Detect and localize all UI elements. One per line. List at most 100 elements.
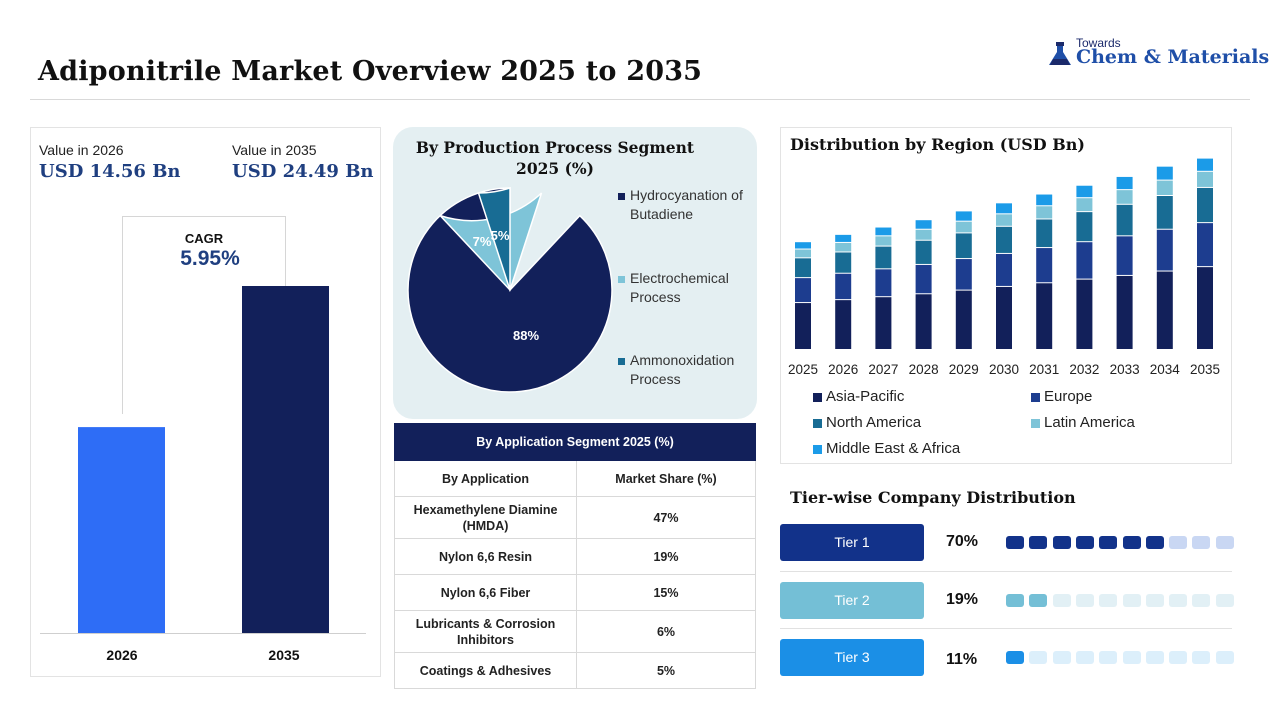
- pie-data-label: 5%: [491, 228, 510, 243]
- table-row: Nylon 6,6 Resin 19%: [394, 538, 756, 575]
- region-x-label: 2030: [989, 362, 1019, 377]
- region-bar-segment: [996, 286, 1012, 349]
- region-stacked-chart: 2025 2026 2027 2028 2029 2030 2031 2032 2033 2034…: [788, 158, 1220, 377]
- table-cell: Nylon 6,6 Resin: [394, 538, 577, 575]
- region-bar-segment: [1156, 196, 1173, 229]
- region-bar-segment: [1197, 158, 1213, 171]
- brand-logo: Towards Chem & Materials: [1046, 36, 1269, 72]
- region-x-label: 2031: [1029, 362, 1059, 377]
- region-bar-segment: [955, 259, 972, 290]
- region-x-label: 2028: [909, 362, 939, 377]
- table-row: Coatings & Adhesives 5%: [394, 652, 756, 689]
- table-row: Nylon 6,6 Fiber 15%: [394, 574, 756, 611]
- region-bar-segment: [795, 303, 811, 349]
- region-bar-segment: [1116, 275, 1133, 349]
- tier-segment: [1075, 536, 1094, 549]
- region-bar-segment: [1197, 171, 1213, 187]
- legend-swatch: [1031, 393, 1040, 402]
- table-cell: 5%: [576, 652, 756, 689]
- tier-2-percent: 19%: [946, 591, 979, 608]
- table-title: By Application Segment 2025 (%): [394, 423, 756, 461]
- region-bar-segment: [875, 227, 892, 236]
- region-bar-segment: [795, 242, 811, 249]
- tier-segment: [1006, 536, 1024, 549]
- tier-segment: [1006, 594, 1024, 607]
- tier-segment: [1215, 594, 1234, 607]
- table-row: Lubricants & Corrosion Inhibitors 6%: [394, 610, 756, 653]
- pie-legend-label: Hydrocyanation of Butadiene: [630, 187, 743, 222]
- value-2035: USD 24.49 Bn: [232, 161, 374, 182]
- legend-swatch: [1031, 419, 1040, 428]
- region-bar-segment: [875, 297, 892, 349]
- tier-segment: [1145, 651, 1164, 664]
- region-bar-segment: [1197, 187, 1213, 223]
- region-bar-segment: [835, 300, 852, 349]
- pie-data-label: 7%: [473, 234, 492, 249]
- tier-segment: [1075, 651, 1094, 664]
- legend-swatch: [618, 193, 625, 200]
- table-cell: 47%: [576, 496, 756, 539]
- region-legend-label: Middle East & Africa: [826, 440, 961, 457]
- table-header: By Application: [394, 460, 577, 497]
- region-bar-segment: [1036, 206, 1053, 219]
- region-bar-segment: [1156, 229, 1173, 271]
- region-bar-segment: [1076, 198, 1093, 212]
- table-cell: 19%: [576, 538, 756, 575]
- tier-title: Tier-wise Company Distribution: [790, 488, 1076, 507]
- table-header: Market Share (%): [576, 460, 756, 497]
- value-chart-baseline: [40, 633, 366, 634]
- value-x-label: 2035: [268, 647, 300, 663]
- cagr-label: CAGR: [184, 231, 224, 246]
- region-bar-segment: [955, 233, 972, 259]
- region-bar-segment: [1036, 219, 1053, 248]
- tier-segment: [1122, 536, 1141, 549]
- tier-segment: [1169, 594, 1188, 607]
- table-cell: 15%: [576, 574, 756, 611]
- pie-slice: [407, 187, 613, 393]
- pie-title: By Production Process Segment 2025 (%): [415, 138, 695, 178]
- tier-3-percent: 11%: [946, 651, 978, 668]
- region-bar-segment: [1116, 176, 1133, 190]
- legend-swatch: [813, 419, 822, 428]
- region-bar-segment: [795, 278, 811, 303]
- region-bar-segment: [1116, 190, 1133, 204]
- table-cell: Coatings & Adhesives: [394, 652, 577, 689]
- region-bar-segment: [875, 236, 892, 246]
- tier-segment: [1052, 594, 1071, 607]
- region-x-label: 2032: [1069, 362, 1099, 377]
- tier-segment: [1145, 594, 1164, 607]
- region-bar-segment: [1036, 283, 1053, 349]
- region-bar-segment: [955, 211, 972, 221]
- flask-icon: [1049, 42, 1071, 65]
- tier-segment: [1169, 536, 1188, 549]
- pie-data-label: 88%: [513, 328, 539, 343]
- tier-segment: [1006, 651, 1024, 664]
- table-cell: Hexamethylene Diamine (HMDA): [394, 496, 577, 539]
- region-bar-segment: [1076, 212, 1093, 242]
- legend-swatch: [813, 393, 822, 402]
- value-x-label: 2026: [106, 647, 138, 663]
- region-bar-segment: [915, 220, 932, 229]
- region-bar-segment: [1076, 242, 1093, 279]
- legend-swatch: [813, 445, 822, 454]
- region-legend-label: Europe: [1044, 388, 1093, 405]
- tier-segment: [1122, 651, 1141, 664]
- application-table: By Application Segment 2025 (%) By Appli…: [394, 423, 756, 689]
- tier-segment: [1122, 594, 1141, 607]
- region-bar-segment: [996, 203, 1012, 214]
- region-bar-segment: [996, 226, 1012, 253]
- region-bar-segment: [1116, 204, 1133, 236]
- value-2026: USD 14.56 Bn: [39, 161, 181, 182]
- region-legend-label: Latin America: [1044, 414, 1135, 431]
- region-bar-segment: [1197, 223, 1213, 267]
- value-2026-label: Value in 2026: [39, 142, 124, 158]
- tier-segment: [1169, 651, 1188, 664]
- region-bar-segment: [996, 253, 1012, 286]
- region-legend-label: Asia-Pacific: [826, 388, 905, 405]
- table-row: Hexamethylene Diamine (HMDA) 47%: [394, 496, 756, 539]
- logo-main-text: Chem & Materials: [1076, 46, 1270, 68]
- tier-2-badge: Tier 2: [780, 582, 924, 619]
- region-bar-segment: [1156, 166, 1173, 180]
- legend-swatch: [618, 276, 625, 283]
- region-bar-segment: [835, 234, 852, 242]
